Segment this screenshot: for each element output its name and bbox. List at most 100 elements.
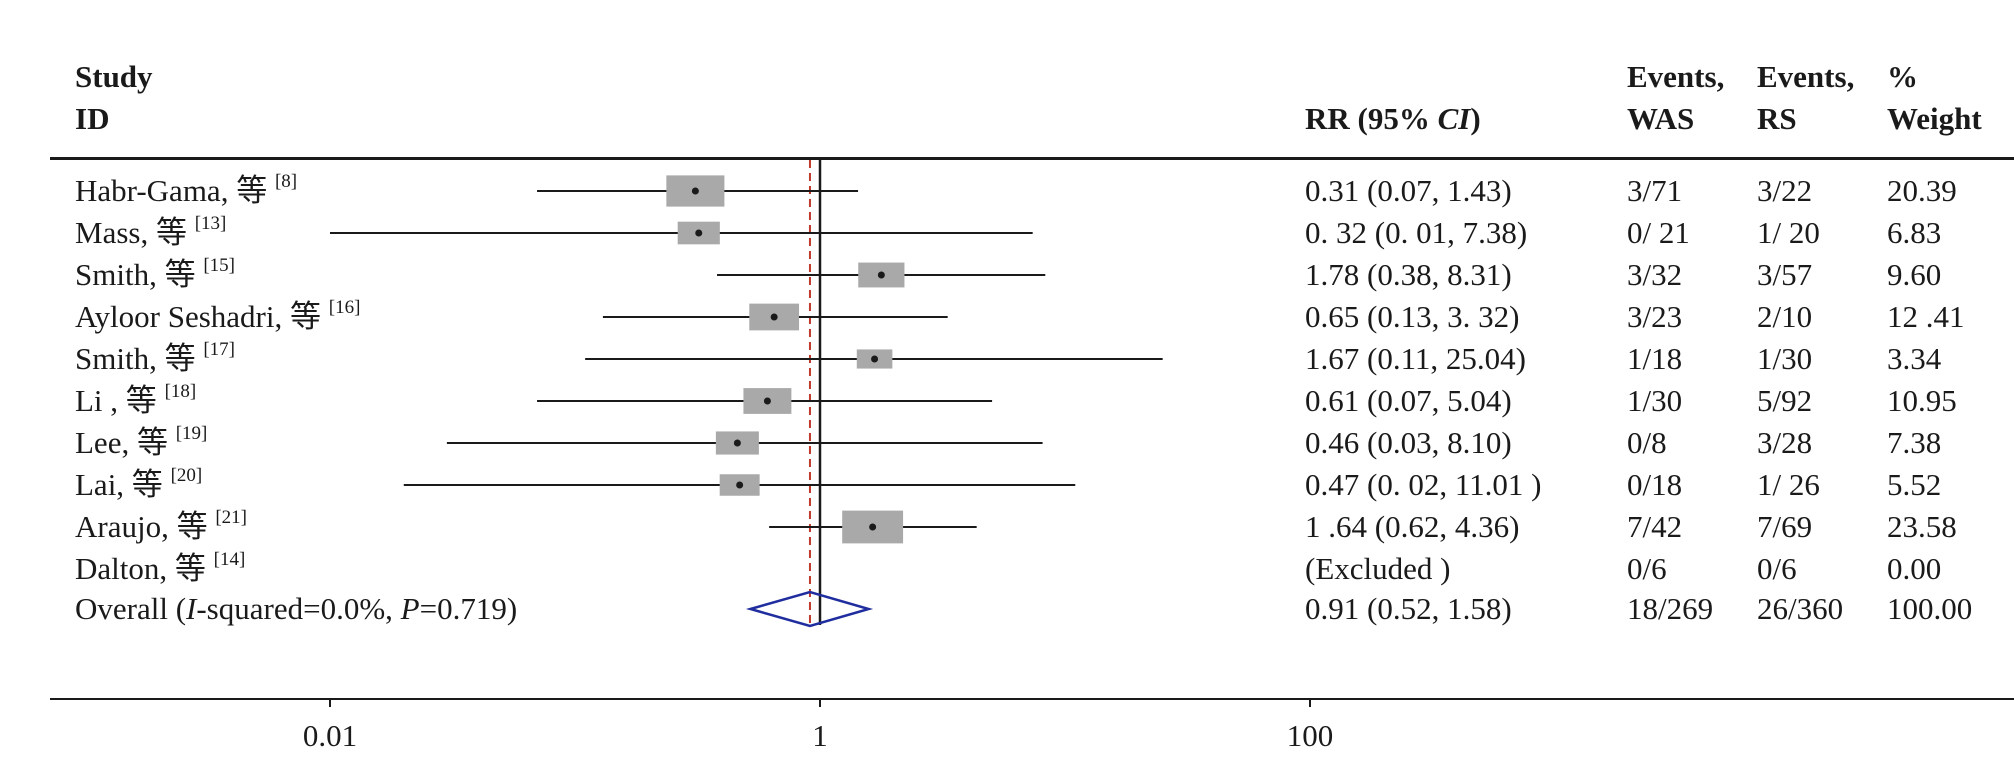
overall-label-suffix: =0.719): [419, 591, 518, 626]
study-reference: [13]: [194, 213, 227, 234]
study-reference: [16]: [328, 297, 361, 318]
study-name-text: Smith, 等: [75, 341, 196, 376]
study-row: Lee, 等 [19] 0.46 (0.03, 8.10) 0/8 3/28 7.38: [0, 422, 2014, 464]
study-name: Li , 等 [18]: [75, 380, 196, 422]
events-rs-header-line1: Events,: [1757, 59, 1855, 94]
study-reference: [19]: [175, 423, 208, 444]
study-weight: 12 .41: [1887, 299, 1965, 334]
study-point-estimate: [871, 355, 879, 363]
study-events-rs: 3/28: [1757, 425, 1813, 460]
study-row: Dalton, 等 [14] (Excluded ) 0/6 0/6 0.00: [0, 548, 2014, 590]
study-name-text: Li , 等: [75, 383, 157, 418]
overall-label-prefix: Overall (: [75, 591, 187, 626]
study-reference: [21]: [215, 507, 247, 528]
study-row: Li , 等 [18] 0.61 (0.07, 5.04) 1/30 5/92 10.9…: [0, 380, 2014, 422]
study-name-text: Lai, 等: [75, 467, 163, 502]
rr-header-ci: CI: [1437, 101, 1471, 136]
study-rr-ci: 0.65 (0.13, 3. 32): [1305, 299, 1520, 334]
study-reference: [18]: [164, 381, 197, 402]
study-point-estimate: [695, 229, 703, 237]
events-was-header-line2: WAS: [1627, 101, 1695, 136]
study-row: Smith, 等 [17] 1.67 (0.11, 25.04) 1/18 1/30 3…: [0, 338, 2014, 380]
study-events-was: 3/23: [1627, 299, 1683, 334]
study-events-rs: 5/92: [1757, 383, 1813, 418]
study-point-estimate: [877, 271, 885, 279]
study-name: Lai, 等 [20]: [75, 464, 202, 506]
x-tick-label: 1: [812, 718, 828, 753]
weight-header: % Weight: [1887, 56, 1982, 140]
events-was-header-line1: Events,: [1627, 59, 1725, 94]
study-point-estimate: [869, 523, 877, 531]
study-id-header: Study ID: [75, 56, 153, 140]
weight-header-line2: Weight: [1887, 101, 1982, 136]
x-tick-label: 100: [1286, 718, 1334, 753]
study-events-was: 0/ 21: [1627, 215, 1690, 250]
study-events-rs: 0/6: [1757, 551, 1797, 586]
weight-header-line1: %: [1887, 59, 1918, 94]
study-header-line1: Study: [75, 59, 153, 94]
study-name: Mass, 等 [13]: [75, 212, 226, 254]
study-weight: 6.83: [1887, 215, 1942, 250]
study-events-was: 3/71: [1627, 173, 1683, 208]
x-tick-label: 0.01: [302, 718, 358, 753]
study-name: Dalton, 等 [14]: [75, 548, 245, 590]
study-events-rs: 7/69: [1757, 509, 1813, 544]
study-reference: [20]: [170, 465, 203, 486]
study-reference: [14]: [213, 549, 246, 570]
study-weight: 0.00: [1887, 551, 1942, 586]
study-name-text: Araujo, 等: [75, 509, 208, 544]
study-events-was: 0/8: [1627, 425, 1667, 460]
events-rs-header-line2: RS: [1757, 101, 1797, 136]
study-rr-ci: 1.78 (0.38, 8.31): [1305, 257, 1512, 292]
study-name-text: Ayloor Seshadri, 等: [75, 299, 321, 334]
study-rr-ci: 1.67 (0.11, 25.04): [1305, 341, 1526, 376]
study-name: Lee, 等 [19]: [75, 422, 207, 464]
study-events-was: 3/32: [1627, 257, 1683, 292]
overall-row: Overall (I-squared=0.0%, P=0.719) 0.91 (…: [0, 588, 2014, 630]
overall-rr-ci: 0.91 (0.52, 1.58): [1305, 591, 1512, 626]
study-name-text: Lee, 等: [75, 425, 168, 460]
study-row: Mass, 等 [13] 0. 32 (0. 01, 7.38) 0/ 21 1/ 2…: [0, 212, 2014, 254]
study-reference: [17]: [203, 339, 235, 360]
study-name: Habr-Gama, 等 [8]: [75, 170, 297, 212]
study-name: Smith, 等 [15]: [75, 254, 235, 296]
header-rule: [50, 157, 2014, 160]
study-events-was: 0/18: [1627, 467, 1683, 502]
study-rr-ci: 1 .64 (0.62, 4.36): [1305, 509, 1520, 544]
study-name: Smith, 等 [17]: [75, 338, 235, 380]
study-events-rs: 2/10: [1757, 299, 1813, 334]
overall-weight: 100.00: [1887, 591, 1973, 626]
overall-label-mid: -squared=0.0%,: [196, 591, 401, 626]
study-header-line2: ID: [75, 101, 110, 136]
study-weight: 23.58: [1887, 509, 1957, 544]
study-events-rs: 1/ 20: [1757, 215, 1820, 250]
study-weight: 7.38: [1887, 425, 1942, 460]
study-rr-ci: 0.47 (0. 02, 11.01 ): [1305, 467, 1542, 502]
study-name-text: Smith, 等: [75, 257, 196, 292]
study-events-rs: 1/30: [1757, 341, 1813, 376]
overall-events-rs: 26/360: [1757, 591, 1844, 626]
study-name-text: Mass, 等: [75, 215, 187, 250]
study-rr-ci: (Excluded ): [1305, 551, 1451, 586]
study-events-was: 7/42: [1627, 509, 1683, 544]
study-name: Araujo, 等 [21]: [75, 506, 247, 548]
study-rr-ci: 0.61 (0.07, 5.04): [1305, 383, 1512, 418]
study-row: Habr-Gama, 等 [8] 0.31 (0.07, 1.43) 3/71 3/2…: [0, 170, 2014, 212]
study-events-rs: 3/22: [1757, 173, 1813, 208]
overall-label-p: P: [400, 591, 420, 626]
x-axis-rule: [50, 698, 2014, 700]
study-point-estimate: [770, 313, 778, 321]
rr-header-suffix: ): [1470, 101, 1481, 136]
study-point-estimate: [691, 187, 699, 195]
study-reference: [15]: [203, 255, 235, 276]
study-events-was: 1/18: [1627, 341, 1683, 376]
study-rr-ci: 0. 32 (0. 01, 7.38): [1305, 215, 1528, 250]
study-reference: [8]: [274, 171, 298, 192]
study-row: Ayloor Seshadri, 等 [16] 0.65 (0.13, 3. 32…: [0, 296, 2014, 338]
study-weight: 5.52: [1887, 467, 1942, 502]
events-was-header: Events, WAS: [1627, 56, 1724, 140]
study-name: Ayloor Seshadri, 等 [16]: [75, 296, 360, 338]
study-events-rs: 3/57: [1757, 257, 1813, 292]
study-rr-ci: 0.31 (0.07, 1.43): [1305, 173, 1512, 208]
